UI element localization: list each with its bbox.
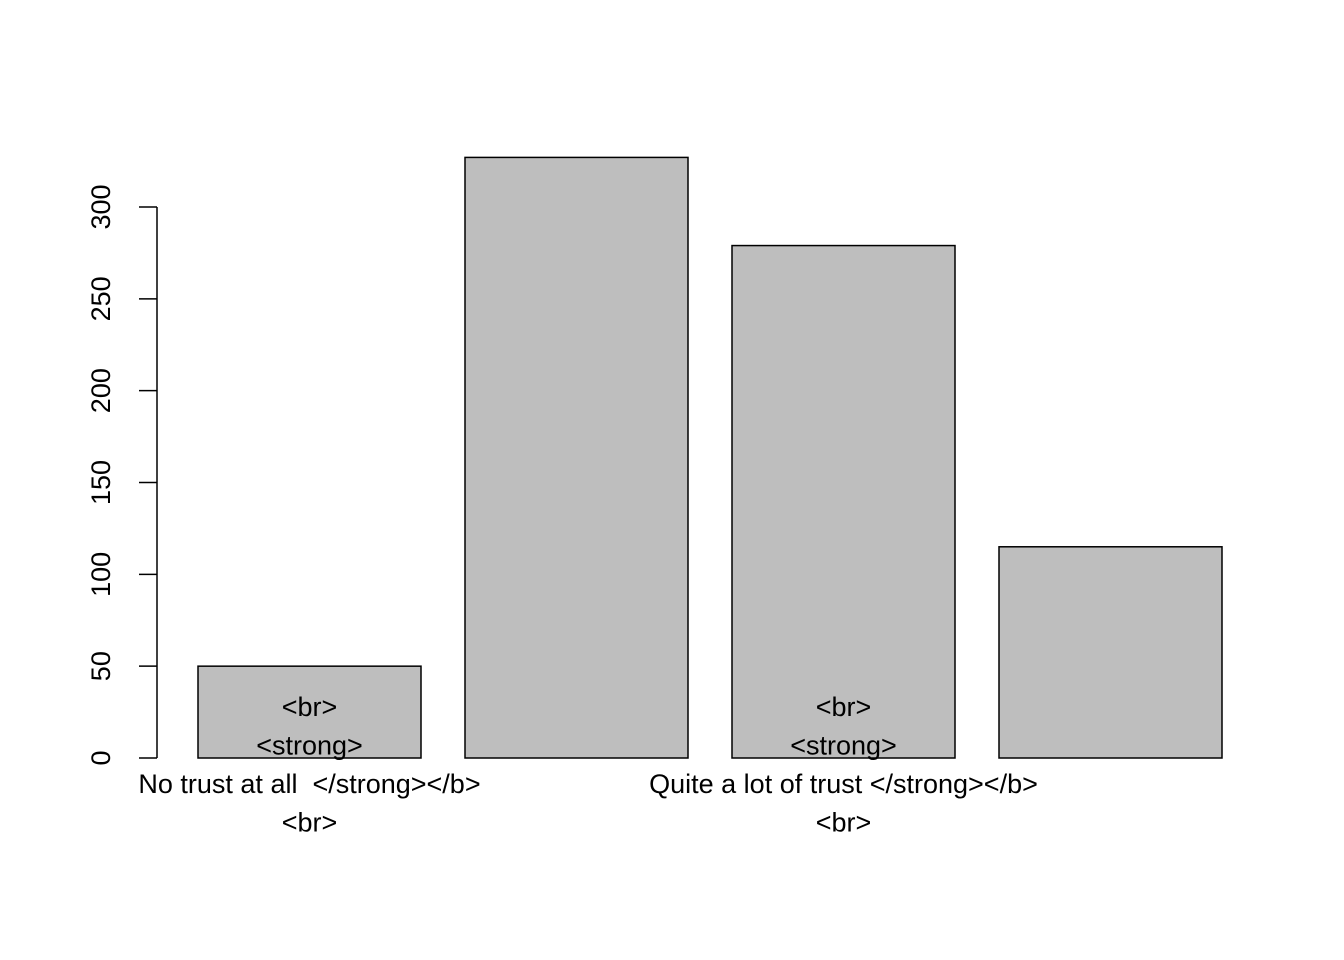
x-category-label-line: <br> (282, 808, 338, 838)
x-category-label-line: <strong> (256, 731, 363, 761)
y-tick-label: 300 (86, 184, 116, 229)
bar-4 (998, 546, 1223, 759)
y-tick-label: 100 (86, 552, 116, 597)
y-tick-label: 0 (86, 750, 116, 765)
bar-3 (731, 244, 956, 759)
y-tick-label: 250 (86, 276, 116, 321)
y-tick-label: 200 (86, 368, 116, 413)
y-axis: 0 50 100 150 200 250 300 (86, 184, 158, 766)
x-axis-labels: <br> <strong> No trust at all </strong></b… (138, 692, 1037, 838)
x-category-label-line: <br> (816, 692, 872, 722)
bar-1 (197, 665, 422, 759)
x-category-label-line: <br> (282, 692, 338, 722)
y-tick-label: 50 (86, 651, 116, 681)
bars-group (197, 156, 1223, 759)
x-category-label-line: <br> (816, 808, 872, 838)
bar-2 (464, 156, 689, 759)
y-tick-label: 150 (86, 460, 116, 505)
x-category-label-line: No trust at all </strong></b> (138, 769, 480, 799)
x-category-label-line: <strong> (790, 731, 897, 761)
x-category-label-line: Quite a lot of trust </strong></b> (649, 769, 1038, 799)
